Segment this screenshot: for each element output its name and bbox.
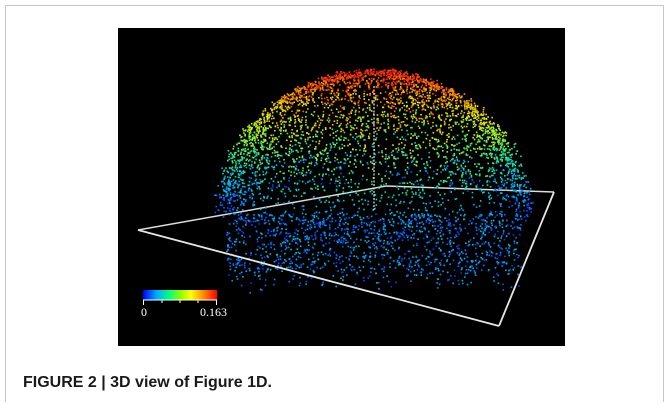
figure-caption: FIGURE 2 | 3D view of Figure 1D. [23,374,272,392]
colorbar-min-label: 0 [141,305,147,319]
figure-caption-title: 3D view of Figure 1D. [110,374,272,391]
colorbar-gradient [143,290,217,300]
colorbar-max-label: 0.163 [200,305,227,319]
figure-3d-view: 0 0.163 [118,28,565,346]
point-cloud-plot: 0 0.163 [118,28,565,346]
figure-frame: 0 0.163 FIGURE 2 | 3D view of Figure 1D. [5,5,664,402]
colorbar-legend: 0 0.163 [141,290,227,319]
figure-caption-label: FIGURE 2 | [23,374,110,391]
